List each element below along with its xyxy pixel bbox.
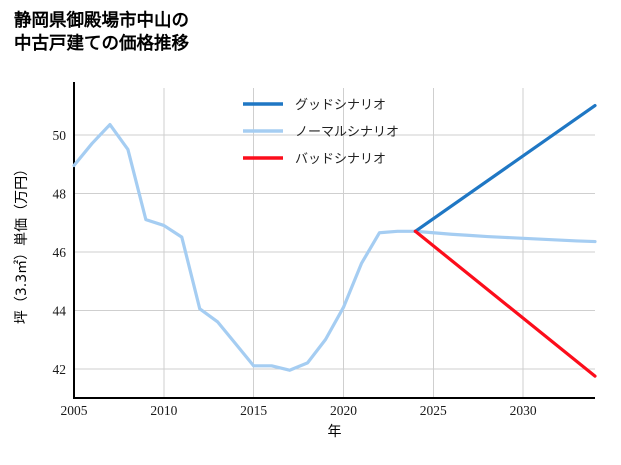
y-tick-label: 50	[53, 128, 67, 143]
x-tick-label: 2020	[330, 403, 357, 418]
chart-title-line-2: 中古戸建ての価格推移	[14, 34, 189, 55]
legend-label-bad: バッドシナリオ	[295, 152, 386, 167]
x-axis-title: 年	[328, 424, 342, 440]
y-tick-labels-group: 42 44 46 48 50	[53, 128, 67, 377]
legend-label-normal: ノーマルシナリオ	[295, 125, 399, 140]
gridlines-group	[73, 88, 595, 398]
y-tick-label: 42	[53, 362, 67, 377]
x-tick-label: 2005	[61, 403, 88, 418]
x-tick-label: 2025	[420, 403, 447, 418]
y-tick-label: 46	[53, 245, 67, 260]
series-line-グッドシナリオ	[413, 103, 597, 233]
legend-label-good: グッドシナリオ	[295, 98, 386, 113]
y-axis-title: 坪（3.3㎡）単価（万円）	[14, 162, 30, 324]
x-tick-label: 2015	[240, 403, 267, 418]
axis-titles-group: 年 坪（3.3㎡）単価（万円）	[14, 162, 342, 440]
chart-title-line-1: 静岡県御殿場市中山の	[14, 11, 189, 31]
axes-group	[73, 82, 595, 399]
chart-title: 静岡県御殿場市中山の 中古戸建ての価格推移	[14, 10, 189, 56]
x-tick-label: 2010	[150, 403, 177, 418]
x-tick-label: 2030	[510, 403, 537, 418]
y-tick-label: 44	[53, 303, 67, 318]
x-tick-labels-group: 2005 2010 2015 2020 2025 2030	[61, 403, 537, 418]
series-group	[72, 103, 597, 378]
series-line-ノーマルシナリオ	[72, 122, 597, 372]
y-tick-label: 48	[53, 186, 67, 201]
series-line-バッドシナリオ	[413, 229, 597, 378]
